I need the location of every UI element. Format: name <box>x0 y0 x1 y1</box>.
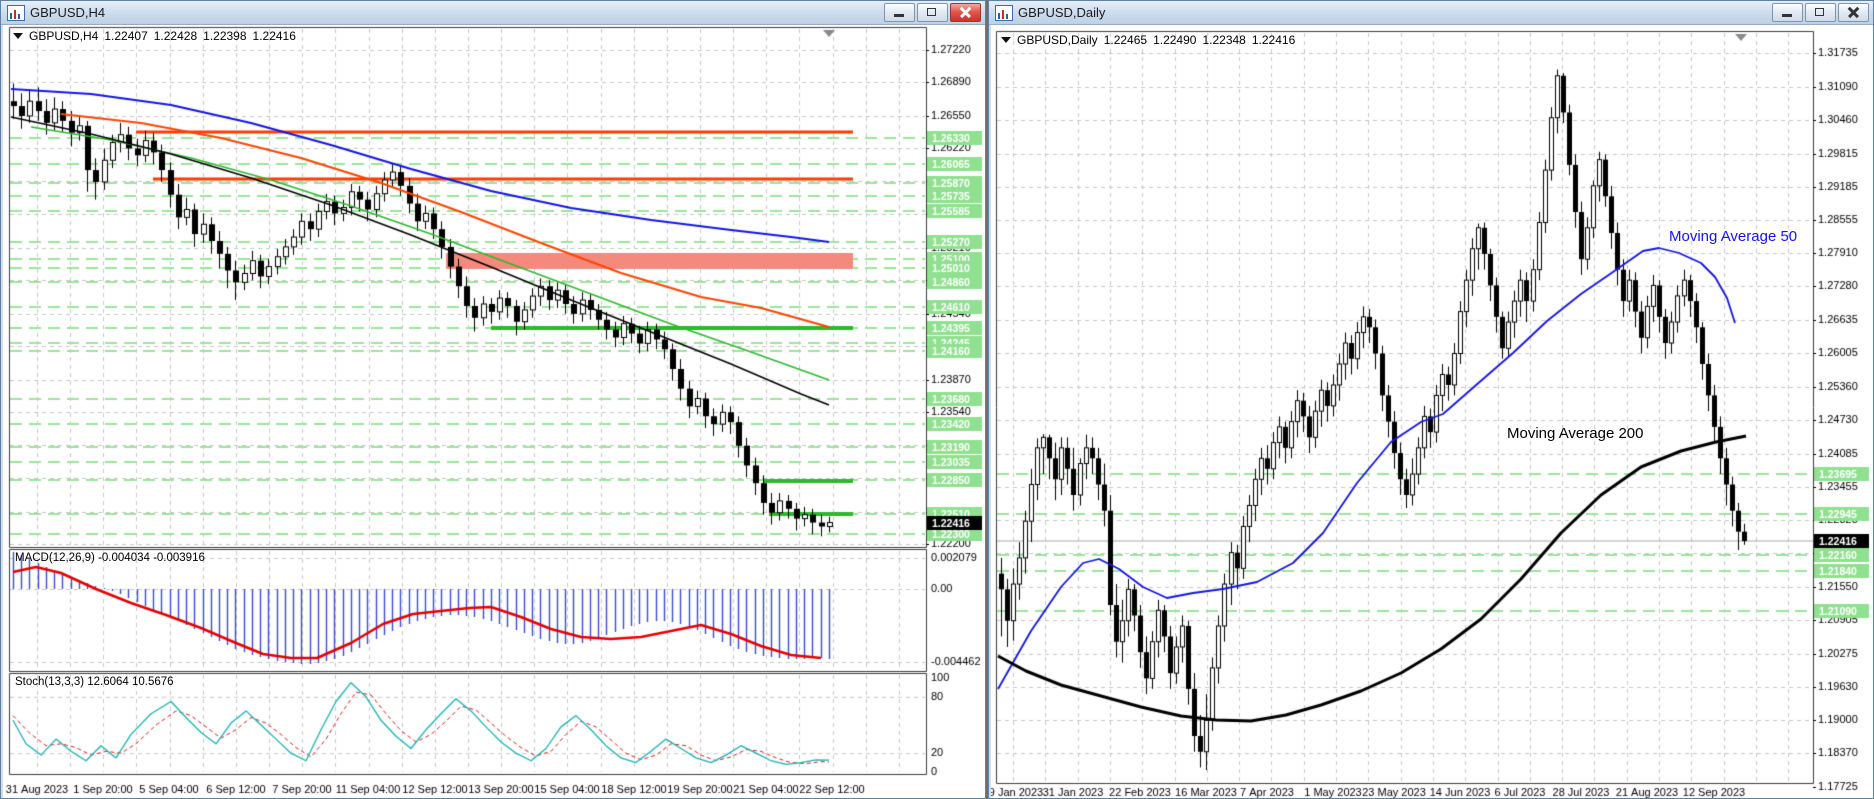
ma200-label: Moving Average 200 <box>1507 425 1644 442</box>
chart-icon <box>995 4 1013 21</box>
h4-titlebar[interactable]: GBPUSD,H4 <box>1 1 985 25</box>
stoch-indicator-label: Stoch(13,3,3) 12.6064 10.5676 <box>15 676 174 688</box>
daily-high-value: 1.22490 <box>1153 33 1197 47</box>
daily-chart-canvas[interactable] <box>991 25 1873 798</box>
h4-chart-area: GBPUSD,H4 1.22407 1.22428 1.22398 1.2241… <box>3 25 985 798</box>
daily-window-title: GBPUSD,Daily <box>1018 5 1106 20</box>
h4-chart-canvas[interactable] <box>3 25 985 798</box>
daily-low-value: 1.22348 <box>1202 33 1246 47</box>
minimize-icon <box>894 14 904 17</box>
h4-window-title: GBPUSD,H4 <box>30 5 106 20</box>
minimize-button[interactable] <box>884 3 915 22</box>
close-button[interactable] <box>950 3 981 22</box>
chart-window-h4: GBPUSD,H4 GBPUSD,H4 1.22407 1.22428 1.22… <box>0 0 986 799</box>
h4-low-value: 1.22398 <box>203 29 247 43</box>
chart-icon <box>7 4 25 21</box>
ma50-label: Moving Average 50 <box>1669 228 1798 245</box>
h4-ohlc-header[interactable]: GBPUSD,H4 1.22407 1.22428 1.22398 1.2241… <box>13 29 296 43</box>
close-button[interactable] <box>1838 3 1869 22</box>
h4-open-value: 1.22407 <box>104 29 148 43</box>
daily-close-value: 1.22416 <box>1251 33 1296 47</box>
h4-symbol-label: GBPUSD,H4 <box>29 29 99 43</box>
daily-chart-area: GBPUSD,Daily 1.22465 1.22490 1.22348 1.2… <box>991 25 1873 798</box>
daily-ohlc-header[interactable]: GBPUSD,Daily 1.22465 1.22490 1.22348 1.2… <box>1001 33 1295 47</box>
h4-close-value: 1.22416 <box>252 29 296 43</box>
restore-button[interactable] <box>917 3 948 22</box>
macd-indicator-label: MACD(12,26,9) -0.004034 -0.003916 <box>15 552 205 564</box>
chart-window-daily: GBPUSD,Daily GBPUSD,Daily 1.22465 1.2249… <box>988 0 1874 799</box>
symbol-dropdown-icon[interactable] <box>1001 37 1011 43</box>
daily-open-value: 1.22465 <box>1103 33 1148 47</box>
h4-high-value: 1.22428 <box>153 29 198 43</box>
daily-titlebar[interactable]: GBPUSD,Daily <box>989 1 1873 25</box>
daily-symbol-label: GBPUSD,Daily <box>1017 33 1098 47</box>
restore-button[interactable] <box>1805 3 1836 22</box>
minimize-button[interactable] <box>1772 3 1803 22</box>
symbol-dropdown-icon[interactable] <box>13 33 23 39</box>
minimize-icon <box>1782 14 1792 17</box>
restore-icon <box>927 8 936 16</box>
restore-icon <box>1815 8 1824 16</box>
